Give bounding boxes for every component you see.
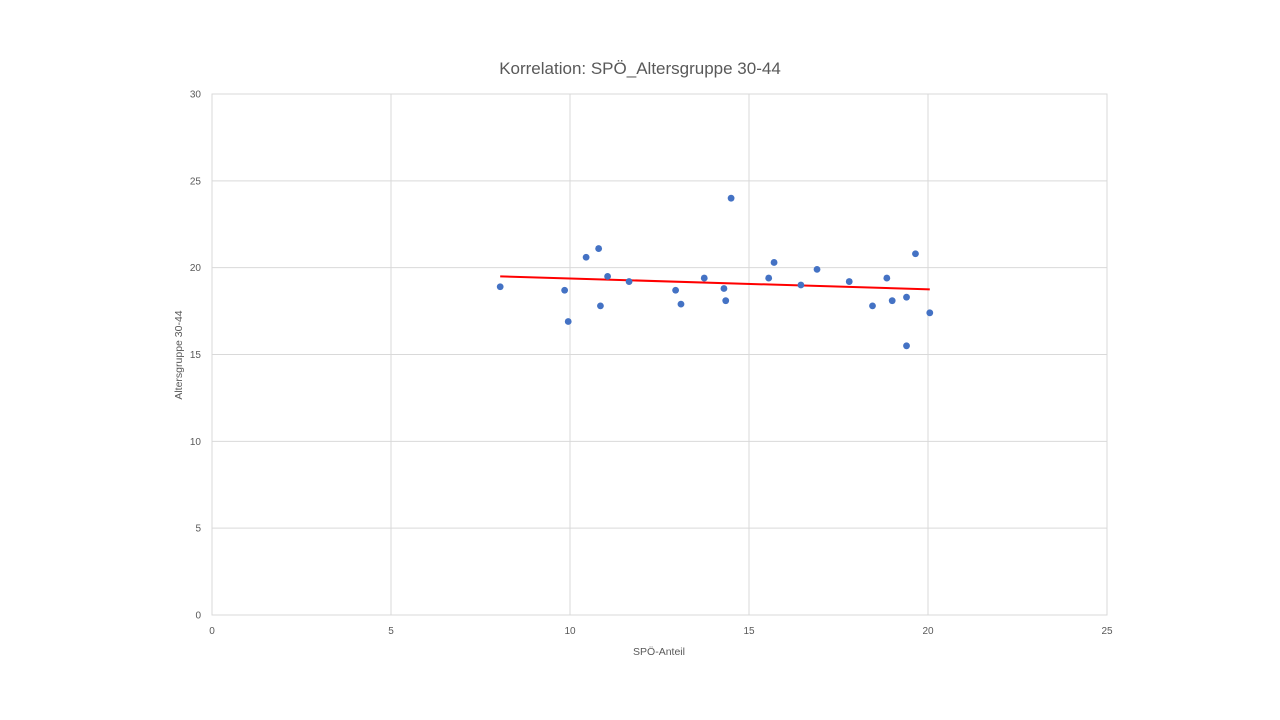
chart-title: Korrelation: SPÖ_Altersgruppe 30-44 — [499, 59, 781, 78]
data-point — [625, 278, 633, 285]
x-tick-label: 15 — [743, 626, 755, 637]
y-tick-label: 25 — [190, 176, 202, 187]
y-axis-title: Altersgruppe 30-44 — [173, 310, 185, 399]
data-point — [797, 281, 805, 289]
data-point — [604, 272, 611, 280]
data-point — [888, 297, 896, 305]
trendline — [500, 275, 930, 291]
data-point — [883, 274, 891, 282]
data-point — [564, 318, 572, 325]
y-tick-label: 5 — [195, 524, 201, 535]
data-point — [926, 309, 934, 317]
data-point — [869, 302, 876, 310]
tick-labels: 0 5 10 15 20 25 0 5 10 15 20 25 30 — [190, 90, 1113, 638]
data-point — [912, 250, 919, 258]
x-tick-label: 20 — [922, 626, 934, 637]
y-tick-label: 20 — [190, 263, 202, 274]
data-point — [727, 194, 735, 202]
data-point — [722, 297, 730, 305]
data-point — [582, 253, 590, 261]
plot-area — [211, 93, 1108, 616]
data-point — [770, 259, 778, 266]
y-tick-label: 0 — [195, 611, 201, 622]
data-point — [765, 274, 773, 282]
data-point — [496, 283, 504, 291]
data-point — [903, 342, 910, 350]
x-tick-label: 5 — [388, 626, 394, 637]
y-tick-label: 30 — [190, 90, 202, 101]
data-point — [720, 285, 728, 292]
gridlines — [211, 93, 1108, 616]
data-point — [700, 274, 708, 282]
data-point — [903, 293, 910, 301]
y-tick-label: 15 — [190, 350, 202, 361]
data-point — [845, 278, 853, 285]
data-point — [595, 245, 603, 252]
x-tick-label: 25 — [1101, 626, 1113, 637]
data-point — [597, 302, 604, 310]
data-point — [561, 286, 569, 294]
x-axis-title: SPÖ-Anteil — [633, 646, 685, 658]
x-tick-label: 10 — [564, 626, 576, 637]
data-point — [813, 266, 821, 273]
x-tick-label: 0 — [209, 626, 215, 637]
data-point — [677, 300, 685, 308]
data-point — [672, 286, 680, 294]
data-points — [496, 194, 934, 350]
y-tick-label: 10 — [190, 437, 202, 448]
trendline-group — [500, 275, 930, 291]
